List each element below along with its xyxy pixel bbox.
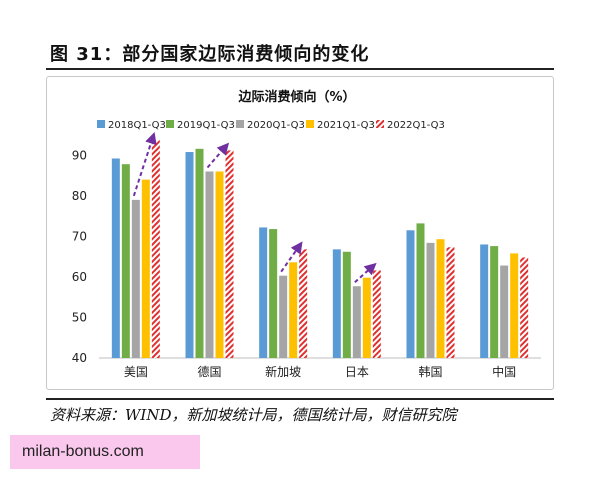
y-tick-label: 80 [72,189,87,203]
bar [215,171,224,358]
bar [362,277,371,358]
trend-arrow [354,262,377,283]
y-tick-label: 40 [72,351,87,365]
legend-swatch [306,120,314,128]
bar [185,152,194,358]
source-rule [46,398,554,400]
y-tick-label: 70 [72,229,87,243]
bar [111,158,120,358]
bar [289,262,298,358]
bar [141,179,150,358]
y-tick-label: 90 [72,148,87,162]
source-note: 资料来源：WIND，新加坡统计局，德国统计局，财信研究院 [50,406,457,424]
bar [510,253,519,358]
bar [299,249,308,358]
bar [406,230,415,358]
bar [436,239,445,358]
legend-label: 2021Q1-Q3 [317,120,375,131]
watermark: milan-bonus.com [10,435,200,469]
bar-chart: 边际消费倾向（%） 2018Q1-Q3 2019Q1-Q3 2020Q1-Q3 202… [72,89,541,379]
bar [332,249,341,358]
bar [279,275,288,358]
legend-label: 2020Q1-Q3 [247,120,305,131]
axes: 40 50 60 70 80 90 [72,148,541,365]
category-label: 德国 [197,364,221,379]
figure-title: 图 31：部分国家边际消费倾向的变化 [50,44,370,65]
bar [520,257,529,358]
bar [372,270,381,358]
y-tick-label: 60 [72,270,87,284]
bar [225,150,234,358]
category-label: 中国 [492,364,516,379]
legend-swatch [166,120,174,128]
bar [416,223,425,358]
bar [352,286,361,358]
title-rule [46,68,554,70]
bar [151,140,160,358]
trend-arrow [206,142,230,169]
bar [121,164,130,358]
bar [269,229,278,358]
trend-arrow [280,241,303,273]
bar [131,199,140,358]
trend-arrow [132,131,157,197]
legend-label: 2022Q1-Q3 [387,120,445,131]
legend-swatch [236,120,244,128]
bar [480,244,489,358]
chart-frame: 边际消费倾向（%） 2018Q1-Q3 2019Q1-Q3 2020Q1-Q3 202… [46,76,554,390]
category-label: 日本 [345,365,369,379]
legend-swatch [376,120,384,128]
bar [500,265,509,358]
bar [259,227,268,358]
bar [426,242,435,358]
legend-swatch [97,120,105,128]
legend-label: 2018Q1-Q3 [108,120,166,131]
bar [490,246,499,358]
legend-label: 2019Q1-Q3 [177,120,235,131]
category-label: 韩国 [418,364,442,379]
category-label: 美国 [124,365,148,379]
bars: 美国 德国 新加坡 日本 韩国 中国 [111,140,529,379]
bar [195,148,204,358]
trend-arrows [132,131,377,283]
bar [205,171,214,358]
category-label: 新加坡 [265,364,301,379]
chart-title: 边际消费倾向（%） [237,89,355,105]
legend: 2018Q1-Q3 2019Q1-Q3 2020Q1-Q3 2021Q1-Q3 2022… [97,120,445,131]
bar [446,247,455,358]
bar [342,251,351,358]
y-tick-label: 50 [72,310,87,324]
